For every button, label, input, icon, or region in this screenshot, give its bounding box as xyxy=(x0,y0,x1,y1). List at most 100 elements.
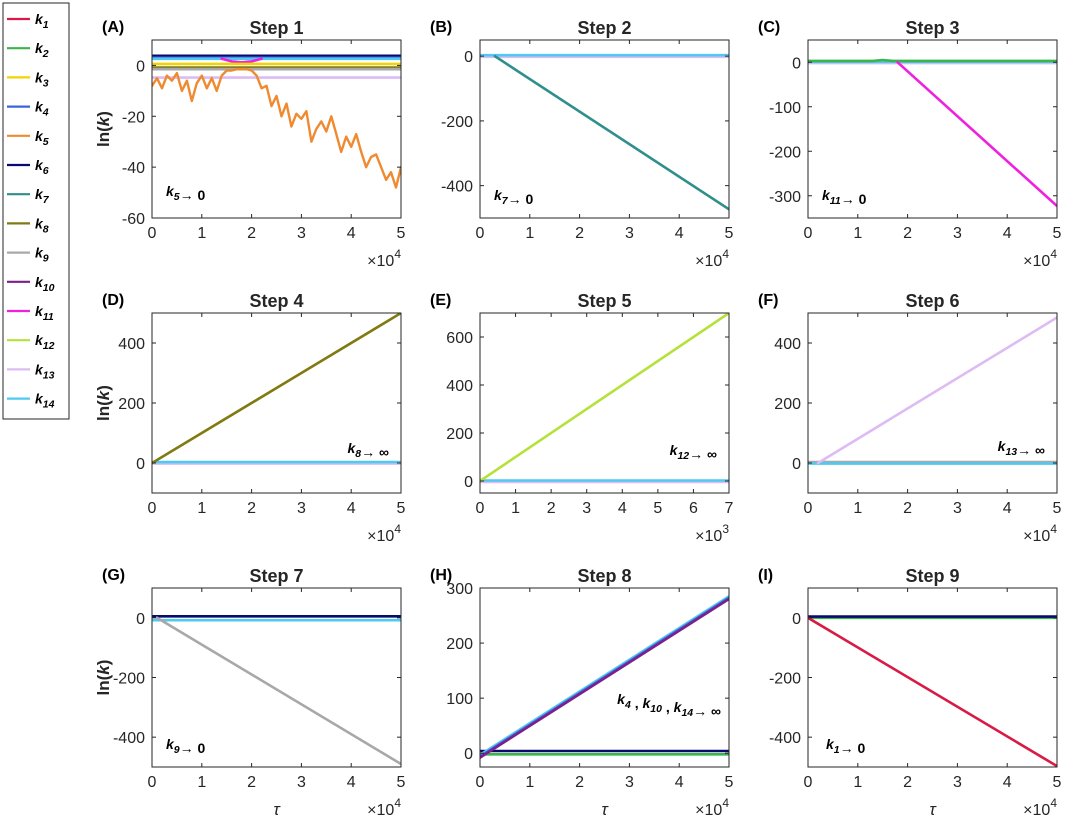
panel-title-d: Step 4 xyxy=(249,291,303,311)
legend-label-k14: k14 xyxy=(35,391,55,411)
legend-label-k8: k8 xyxy=(35,215,49,235)
panel-title-i: Step 9 xyxy=(905,566,959,586)
panel-label-e: (E) xyxy=(430,292,451,309)
y-tick-label-b: -200 xyxy=(441,114,473,131)
y-tick-label-b: -400 xyxy=(441,179,473,196)
legend-entry-k6: k6 xyxy=(7,157,49,177)
panel-i: 0 1 2 3 4 5 -400 -200 0 ×104 Step 9 (I) τ k1→ 0 xyxy=(758,566,1062,819)
x-tick-label-h: 0 xyxy=(476,774,485,791)
x-tick-label-e: 5 xyxy=(653,500,662,517)
x-tick-label-f: 5 xyxy=(1053,500,1062,517)
x-tick-label-c: 0 xyxy=(804,225,813,242)
y-tick-label-f: 200 xyxy=(774,396,801,413)
series-line-k8-d xyxy=(152,313,401,465)
x-tick-label-b: 2 xyxy=(575,225,584,242)
x-tick-label-e: 2 xyxy=(547,500,556,517)
axes-box-e xyxy=(479,312,730,494)
legend-entry-k14: k14 xyxy=(7,391,55,411)
y-tick-label-c: -200 xyxy=(769,144,801,161)
x-tick-label-c: 2 xyxy=(903,225,912,242)
y-tick-label-c: 0 xyxy=(792,55,801,72)
x-multiplier-f: ×104 xyxy=(1023,522,1057,545)
y-tick-label-f: 0 xyxy=(792,456,801,473)
panel-label-g: (G) xyxy=(102,567,125,584)
plot-area-g xyxy=(152,588,401,767)
x-multiplier-a: ×104 xyxy=(367,247,401,270)
series-group-b xyxy=(480,53,729,211)
annotation-c: k11→ 0 xyxy=(822,187,867,207)
legend-entry-k5: k5 xyxy=(7,128,49,148)
x-tick-label-i: 1 xyxy=(853,774,862,791)
x-axis-label-g: τ xyxy=(273,800,281,819)
legend-entry-k1: k1 xyxy=(7,11,49,31)
x-tick-label-e: 0 xyxy=(476,500,485,517)
panel-label-a: (A) xyxy=(102,19,124,36)
x-tick-label-b: 1 xyxy=(525,225,534,242)
legend-label-k9: k9 xyxy=(35,245,49,265)
panel-d: 0 1 2 3 4 5 0 200 400 ×104 Step 4 (D) ln(k) k8→ ∞ xyxy=(94,291,406,545)
series-group-i xyxy=(808,615,1057,767)
y-tick-label-e: 200 xyxy=(446,426,473,443)
x-tick-label-i: 2 xyxy=(903,774,912,791)
x-tick-label-h: 5 xyxy=(725,774,734,791)
series-line-k7-b xyxy=(493,54,729,211)
y-tick-label-h: 200 xyxy=(446,636,473,653)
x-axis-label-i: τ xyxy=(929,800,937,819)
y-tick-label-d: 0 xyxy=(136,456,145,473)
plot-area-d xyxy=(152,313,401,493)
legend-label-k2: k2 xyxy=(35,40,49,60)
x-tick-label-f: 2 xyxy=(903,500,912,517)
x-tick-label-a: 4 xyxy=(347,225,356,242)
y-tick-label-g: 0 xyxy=(136,611,145,628)
legend-entry-k2: k2 xyxy=(7,40,49,60)
legend-label-k1: k1 xyxy=(35,11,49,31)
panel-title-c: Step 3 xyxy=(905,18,959,38)
panel-label-d: (D) xyxy=(102,292,124,309)
x-tick-label-a: 1 xyxy=(197,225,206,242)
legend: k1 k2 k3 k4 k5 k6 k7 k8 k9 k10 k11 k12 k13 k14 xyxy=(2,2,70,420)
series-group-a xyxy=(152,54,401,189)
annotation-e: k12→ ∞ xyxy=(670,442,717,462)
y-tick-label-h: 300 xyxy=(446,581,473,598)
y-axis-label-d: ln(k) xyxy=(94,385,113,421)
panel-label-b: (B) xyxy=(430,19,452,36)
legend-entry-k4: k4 xyxy=(7,99,49,119)
panel-label-i: (I) xyxy=(758,567,773,584)
x-multiplier-e: ×103 xyxy=(695,522,729,545)
y-tick-label-d: 200 xyxy=(118,396,145,413)
x-tick-label-e: 3 xyxy=(582,500,591,517)
legend-entry-k11: k11 xyxy=(7,303,54,323)
y-tick-label-g: -400 xyxy=(113,730,145,747)
y-tick-label-h: 0 xyxy=(464,746,473,763)
y-tick-label-e: 600 xyxy=(446,330,473,347)
panel-e: 0 1 2 3 4 5 6 7 0 200 400 600 ×103 Step 5 (E) k12→ ∞ xyxy=(430,291,734,545)
x-tick-label-e: 4 xyxy=(618,500,627,517)
x-multiplier-i: ×104 xyxy=(1023,796,1057,819)
legend-label-k5: k5 xyxy=(35,128,49,148)
x-multiplier-g: ×104 xyxy=(367,796,401,819)
panel-title-a: Step 1 xyxy=(249,18,303,38)
series-group-g xyxy=(152,614,401,766)
x-axis-label-h: τ xyxy=(601,800,609,819)
y-tick-label-e: 0 xyxy=(464,474,473,491)
panel-title-f: Step 6 xyxy=(905,291,959,311)
legend-label-k7: k7 xyxy=(35,186,50,206)
series-line-k12-e xyxy=(480,313,729,483)
axes-box-b xyxy=(479,39,730,219)
panel-title-e: Step 5 xyxy=(577,291,631,311)
axes-box-a xyxy=(151,39,402,219)
series-line-k11-a xyxy=(220,57,263,64)
series-group-e xyxy=(480,313,729,484)
y-tick-label-i: 0 xyxy=(792,611,801,628)
x-tick-label-b: 5 xyxy=(725,225,734,242)
legend-entry-k7: k7 xyxy=(7,186,50,206)
y-tick-label-a: -40 xyxy=(122,160,145,177)
panel-label-f: (F) xyxy=(758,292,778,309)
x-tick-label-g: 4 xyxy=(347,774,356,791)
plot-area-c xyxy=(808,40,1057,218)
x-tick-label-i: 3 xyxy=(953,774,962,791)
plot-area-e xyxy=(480,313,729,493)
legend-entry-k3: k3 xyxy=(7,69,49,89)
x-tick-label-g: 2 xyxy=(247,774,256,791)
